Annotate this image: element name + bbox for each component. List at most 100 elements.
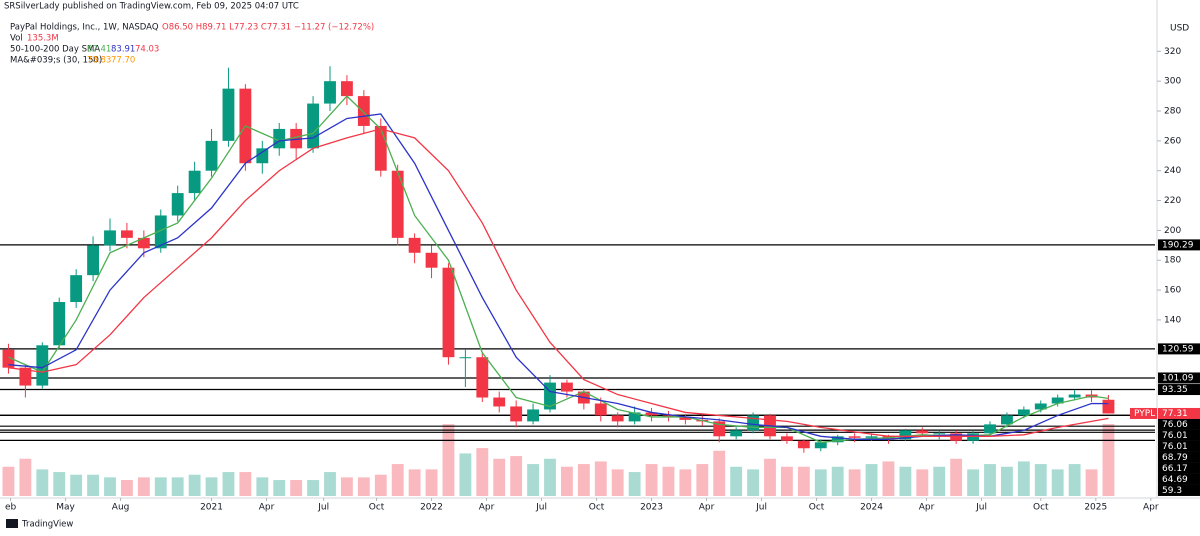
level-label-bg	[1158, 343, 1200, 355]
candle-body	[848, 436, 861, 438]
candle-body	[628, 412, 641, 422]
x-tick-label: Jul	[317, 503, 329, 513]
level-label: 66.17	[1162, 464, 1188, 474]
volume-bar	[154, 477, 167, 496]
candle-body	[87, 245, 99, 276]
volume-bar	[967, 469, 979, 496]
sma-label: 50-100-200 Day SMA	[10, 45, 100, 55]
volume-bar	[1102, 424, 1115, 496]
candle-body	[476, 357, 489, 398]
y-tick-label: 300	[1164, 77, 1181, 87]
volume-bar	[1034, 464, 1047, 496]
symbol-tag: PYPL	[1134, 409, 1155, 419]
candle-body	[713, 421, 726, 437]
volume-bar	[374, 474, 387, 496]
candle-body	[19, 367, 32, 386]
volume-bar	[594, 461, 607, 496]
volume-bar	[459, 453, 472, 496]
volume-bar	[611, 469, 624, 496]
moving-average	[8, 113, 1109, 440]
volume-bar	[882, 461, 895, 496]
x-tick-label: Apr	[259, 503, 275, 513]
axis-layer: 140 160 180 200 220 240 260 280 300 320 eb May Aug 20…	[5, 47, 1200, 513]
volume-bar	[493, 458, 506, 496]
candle-body	[544, 382, 556, 410]
volume-bar	[814, 469, 827, 496]
x-tick-label: Oct	[1033, 503, 1049, 513]
y-tick-label: 180	[1164, 256, 1181, 266]
level-label-bg	[1158, 462, 1200, 474]
candle-body	[374, 125, 387, 171]
logo	[6, 519, 18, 528]
level-label-bg	[1158, 473, 1200, 485]
symbol: PayPal Holdings, Inc., 1W, NASDAQ	[10, 23, 159, 33]
candle-body	[408, 237, 421, 253]
volume-bar	[222, 472, 235, 496]
volume-bar	[561, 466, 573, 496]
level-label: 68.79	[1162, 453, 1188, 463]
candle-body	[137, 237, 150, 249]
volume-bar	[307, 480, 319, 496]
candle-body	[188, 170, 201, 194]
volume-bar	[273, 480, 286, 496]
candle-body	[984, 424, 996, 434]
candle-body	[730, 430, 743, 437]
volume-bar	[679, 469, 692, 496]
published: SRSilverLady published on TradingView.co…	[4, 2, 299, 12]
level-label: 64.69	[1162, 475, 1188, 485]
volume-bar	[36, 469, 49, 496]
ma-value: 77.70	[111, 56, 135, 66]
y-tick-label: 200	[1164, 226, 1181, 236]
y-tick-label: 240	[1164, 166, 1181, 176]
candle-body	[307, 103, 319, 149]
volume-bar	[357, 477, 370, 496]
candle-body	[70, 275, 83, 303]
y-tick-label: 140	[1164, 315, 1181, 325]
candle-body	[1102, 399, 1115, 414]
volume-bar	[831, 466, 844, 496]
volume-bar	[916, 469, 929, 496]
y-tick-label: 280	[1164, 107, 1181, 117]
candle-body	[104, 230, 116, 246]
volume-bar	[865, 464, 878, 496]
volume-bar	[527, 464, 539, 496]
level-label-bg	[1158, 440, 1200, 452]
x-tick-label: 2023	[640, 503, 663, 513]
level-label-bg	[1158, 239, 1200, 251]
candle-body	[256, 148, 269, 164]
volume-bar	[70, 474, 83, 496]
ma-label: MA&#039;s (30, 150)	[10, 56, 102, 66]
volume-bar	[645, 464, 658, 496]
x-tick-label: 2022	[420, 503, 443, 513]
level-label-bg	[1158, 384, 1200, 396]
candle-body	[899, 430, 912, 440]
level-label: 120.59	[1162, 344, 1194, 354]
level-label: 76.01	[1162, 431, 1188, 441]
volume-bar	[205, 477, 218, 496]
candle-body	[391, 170, 404, 238]
candle-body	[442, 267, 455, 358]
plot-area	[0, 66, 1155, 496]
last-price: 77.31	[1162, 409, 1188, 419]
volume-bar	[950, 458, 963, 496]
level-label-bg	[1158, 418, 1200, 430]
volume-bar	[781, 466, 793, 496]
volume-bar	[290, 480, 303, 496]
volume-bar	[544, 458, 556, 496]
candle-body	[290, 128, 303, 149]
candle-body	[933, 433, 946, 435]
volume-bar	[19, 458, 32, 496]
candle-body	[594, 403, 607, 416]
volume-bar	[239, 472, 252, 496]
volume-bar	[53, 472, 66, 496]
level-label: 59.3	[1162, 486, 1182, 496]
candle-body	[865, 436, 878, 438]
candle-body	[561, 382, 573, 392]
candle-body	[357, 96, 370, 126]
volume-bar	[87, 474, 99, 496]
candle-body	[205, 140, 218, 171]
x-tick-label: Aug	[112, 503, 130, 513]
candle-body	[916, 430, 929, 434]
level-label: 93.35	[1162, 385, 1188, 395]
